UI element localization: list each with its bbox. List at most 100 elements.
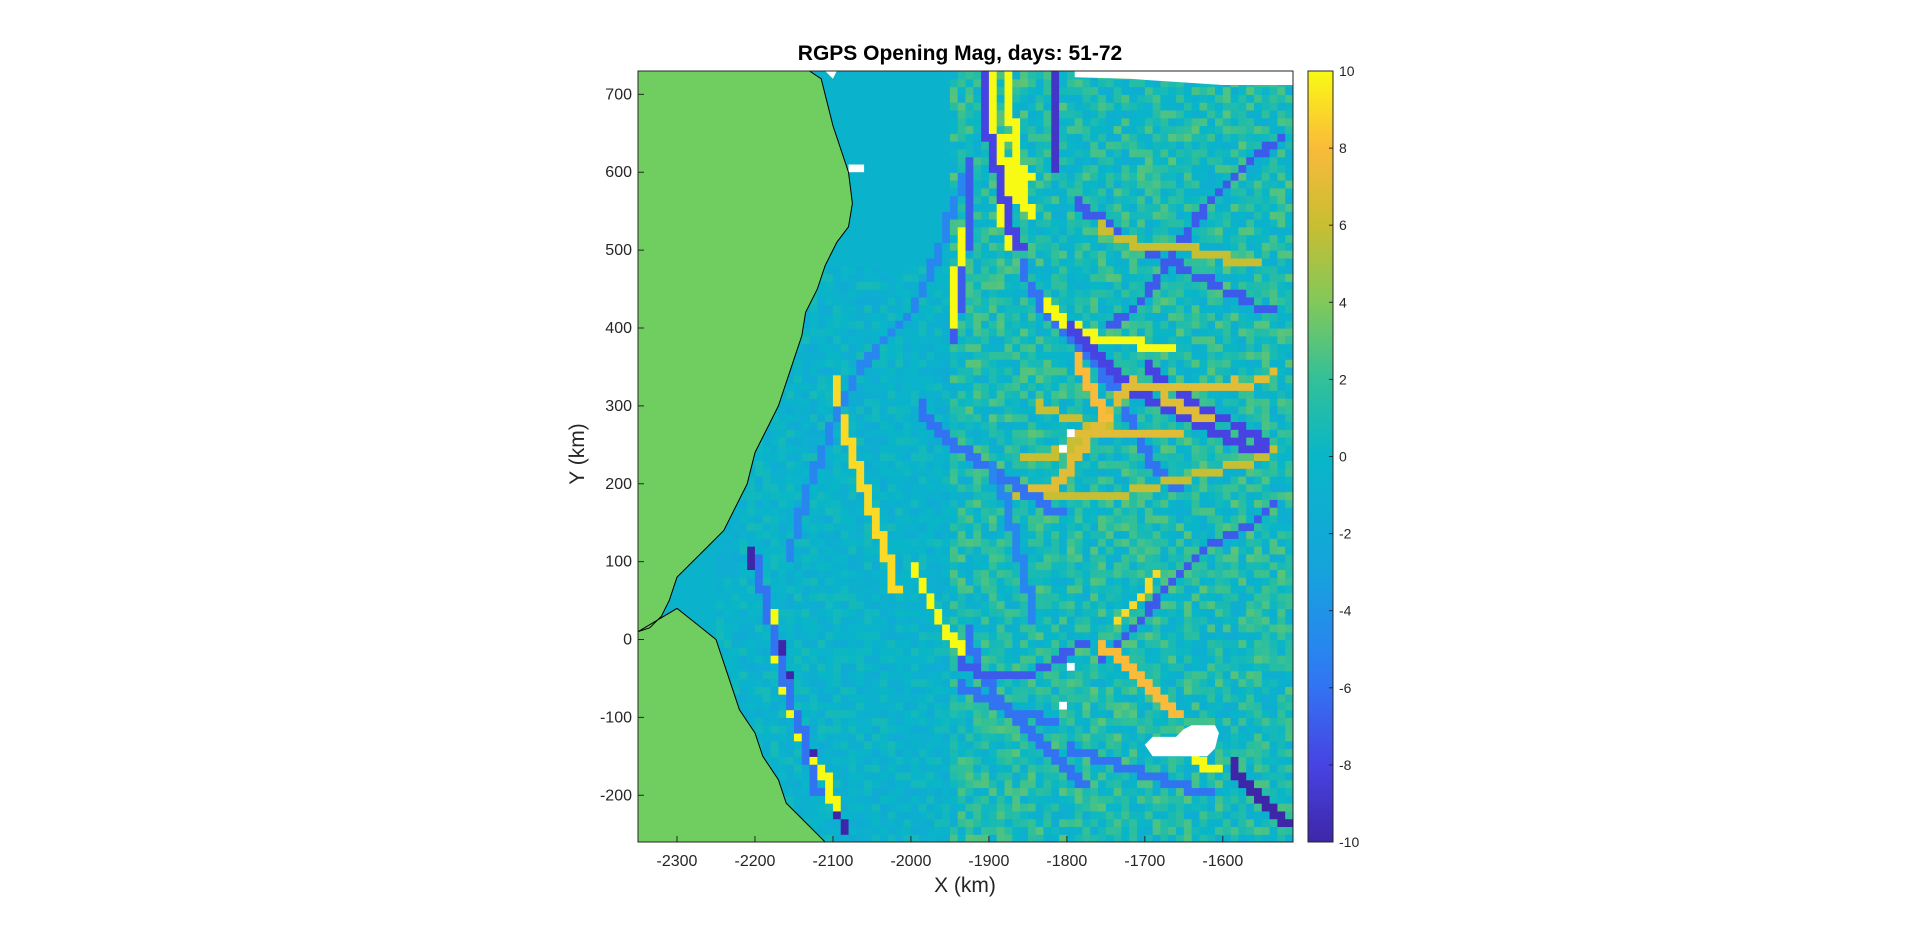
heatmap-cell	[1152, 390, 1162, 399]
heatmap-cell	[887, 826, 896, 835]
heatmap-cell	[1222, 732, 1232, 742]
heatmap-cell	[793, 546, 803, 555]
heatmap-cell	[1074, 647, 1084, 656]
heatmap-cell	[926, 437, 935, 446]
heatmap-cell	[1176, 771, 1185, 781]
heatmap-cell	[918, 670, 928, 680]
heatmap-cell	[1090, 475, 1099, 485]
heatmap-cell	[832, 514, 842, 524]
heatmap-cell	[895, 678, 904, 687]
heatmap-cell	[981, 670, 990, 680]
heatmap-cell	[965, 530, 974, 539]
heatmap-cell	[965, 546, 974, 555]
heatmap-cell	[895, 382, 904, 391]
heatmap-cell	[887, 732, 896, 742]
heatmap-cell	[926, 421, 935, 430]
heatmap-cell	[1043, 709, 1052, 718]
heatmap-cell	[1199, 444, 1208, 454]
heatmap-cell	[1215, 444, 1224, 454]
heatmap-cell	[879, 818, 889, 828]
heatmap-cell	[1035, 460, 1045, 469]
heatmap-cell	[856, 810, 865, 820]
heatmap-cell	[1238, 429, 1247, 438]
heatmap-cell	[1269, 491, 1279, 500]
heatmap-cell	[1066, 561, 1076, 571]
heatmap-cell	[840, 390, 850, 399]
heatmap-cell	[864, 483, 873, 493]
heatmap-cell	[965, 732, 974, 742]
heatmap-cell	[809, 514, 818, 524]
heatmap-cell	[1137, 810, 1146, 820]
heatmap-cell	[778, 398, 787, 407]
heatmap-cell	[887, 717, 896, 726]
heatmap-cell	[747, 468, 756, 477]
heatmap-cell	[700, 600, 709, 609]
heatmap-cell	[825, 795, 834, 804]
heatmap-cell	[832, 538, 842, 547]
heatmap-cell	[1129, 444, 1138, 454]
heatmap-cell	[1105, 631, 1115, 641]
heatmap-cell	[801, 475, 811, 485]
heatmap-cell	[942, 413, 951, 423]
heatmap-cell	[1027, 585, 1037, 594]
heatmap-cell	[1113, 577, 1123, 586]
heatmap-cell	[949, 795, 959, 804]
heatmap-cell	[1035, 398, 1045, 407]
heatmap-cell	[1191, 647, 1201, 656]
heatmap-cell	[926, 631, 935, 641]
heatmap-cell	[1261, 499, 1271, 508]
heatmap-cell	[1144, 694, 1154, 703]
heatmap-cell	[988, 413, 998, 423]
heatmap-cell	[1160, 662, 1169, 672]
heatmap-cell	[965, 717, 974, 726]
heatmap-cell	[1074, 475, 1084, 485]
heatmap-cell	[871, 701, 881, 711]
heatmap-cell	[1222, 382, 1232, 391]
heatmap-cell	[1004, 398, 1013, 407]
heatmap-cell	[1183, 382, 1193, 391]
heatmap-cell	[1004, 483, 1013, 493]
heatmap-cell	[1160, 522, 1169, 532]
heatmap-cell	[1230, 577, 1240, 586]
heatmap-cell	[723, 655, 733, 664]
heatmap-cell	[747, 709, 756, 718]
heatmap-cell	[1183, 514, 1193, 524]
heatmap-cell	[1043, 437, 1052, 446]
heatmap-cell	[848, 709, 857, 718]
heatmap-cell	[864, 725, 873, 734]
heatmap-cell	[949, 483, 959, 493]
heatmap-cell	[723, 608, 733, 617]
heatmap-cell	[918, 390, 928, 399]
heatmap-cell	[973, 810, 982, 820]
heatmap-cell	[778, 740, 787, 750]
heatmap-cell	[988, 764, 998, 773]
heatmap-cell	[988, 694, 998, 703]
heatmap-cell	[1261, 600, 1271, 609]
heatmap-cell	[832, 600, 842, 609]
heatmap-cell	[1285, 771, 1293, 781]
heatmap-cell	[949, 810, 959, 820]
heatmap-cell	[1176, 694, 1185, 703]
heatmap-cell	[871, 405, 881, 415]
heatmap-cell	[981, 810, 990, 820]
heatmap-cell	[1012, 740, 1021, 750]
heatmap-cell	[864, 374, 873, 384]
heatmap-cell	[770, 764, 779, 773]
heatmap-cell	[1160, 608, 1169, 617]
heatmap-cell	[887, 538, 896, 547]
heatmap-cell	[1004, 686, 1013, 695]
heatmap-cell	[817, 546, 826, 555]
heatmap-cell	[973, 623, 982, 633]
heatmap-cell	[887, 444, 896, 454]
heatmap-cell	[934, 460, 943, 469]
heatmap-cell	[1160, 600, 1169, 609]
heatmap-cell	[949, 561, 959, 571]
heatmap-cell	[1238, 717, 1247, 726]
heatmap-cell	[1035, 748, 1045, 757]
heatmap-cell	[871, 530, 881, 539]
heatmap-cell	[1230, 499, 1240, 508]
heatmap-cell	[1035, 647, 1045, 656]
heatmap-cell	[1074, 538, 1084, 547]
heatmap-cell	[1246, 592, 1255, 602]
heatmap-cell	[1051, 795, 1060, 804]
